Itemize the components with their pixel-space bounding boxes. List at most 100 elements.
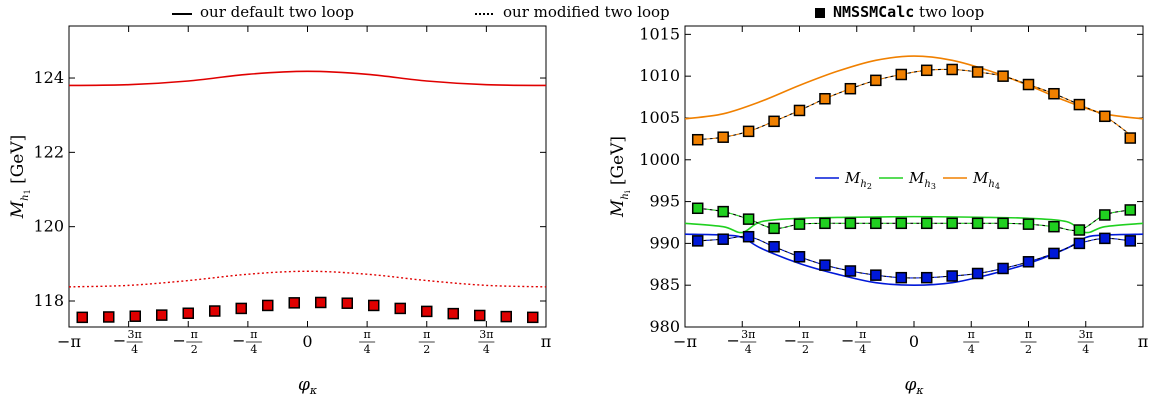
marker-2-6-6 [844,265,857,277]
marker-2-7-2 [742,213,755,225]
x-tick-label-2-6: π2 [1020,328,1037,356]
x-tick-label-2-1: −3π 4 [727,328,757,356]
marker-2-8-2 [742,125,755,138]
marker-1-2-17 [527,311,539,324]
legend-square-marker-icon [815,4,825,22]
svg-text:3π: 3π [479,328,493,341]
y-tick-label-1-2: 122 [33,142,64,161]
y-axis-label-2: Mhi [GeV] [608,136,632,218]
series-line-color-2-4 [697,207,1131,232]
marker-2-6-13 [1022,256,1035,268]
marker-2-7-14 [1048,220,1060,233]
marker-1-2-13 [421,305,433,318]
plot-area-2 [685,55,1143,286]
legend-modified-label: our modified two loop [503,3,670,21]
svg-text:−: − [841,331,854,350]
x-tick-label-1-5: π4 [359,328,376,356]
svg-text:π: π [1025,328,1032,341]
series-line-1-0 [69,70,546,87]
marker-2-6-1 [717,233,729,245]
y-tick-label-2-3: 995 [649,192,680,211]
legend-item-modified: our modified two loop [475,3,670,22]
top-legend: our default two loop our modified two lo… [0,0,1156,26]
marker-2-7-9 [920,217,933,230]
marker-2-6-16 [1099,232,1111,245]
x-tick-label-1-8: π [541,332,552,351]
svg-text:−π: −π [57,332,81,351]
series-line-2-5 [697,68,1131,141]
y-tick-label-2-0: 980 [649,317,680,336]
marker-1-2-15 [473,309,486,322]
y-axis-label-1: Mh1 [GeV] [8,135,32,220]
inline-legend-label-0: Mh2 [844,169,872,191]
marker-2-6-14 [1048,247,1060,260]
marker-2-8-15 [1073,98,1086,111]
marker-1-2-4 [182,307,194,320]
svg-text:3π: 3π [128,328,142,341]
marker-2-6-15 [1073,237,1086,250]
y-tick-label-2-7: 1015 [639,24,680,43]
marker-2-6-11 [971,267,984,280]
marker-2-6-10 [946,270,958,282]
svg-text:4: 4 [968,343,975,356]
series-line-2-4 [697,207,1131,232]
marker-2-8-3 [768,115,780,128]
marker-2-6-3 [768,240,780,253]
marker-2-8-17 [1124,132,1137,144]
marker-2-6-9 [920,271,933,284]
y-tick-label-2-4: 1000 [639,150,680,169]
marker-2-8-8 [895,68,908,81]
y-tick-label-2-6: 1010 [639,66,680,85]
marker-1-2-3 [155,309,168,321]
marker-2-8-11 [971,66,984,78]
svg-text:π: π [364,328,371,341]
marker-1-2-7 [262,299,274,312]
plot-area-1 [69,70,546,324]
marker-1-2-5 [209,305,221,317]
series-line-2-1 [685,215,1143,234]
svg-text:π: π [423,328,430,341]
x-tick-label-2-2: − π 2 [784,328,814,356]
x-tick-label-2-5: π4 [963,328,980,356]
inline-legend-label-1: Mh3 [908,169,936,191]
y-tick-label-2-2: 990 [649,233,680,252]
marker-1-2-12 [394,302,406,315]
svg-text:4: 4 [1082,343,1089,356]
legend-item-default: our default two loop [172,3,354,22]
marker-2-7-3 [768,222,780,235]
svg-text:π: π [968,328,975,341]
x-axis-label-1: φκ [298,375,318,397]
marker-1-2-16 [500,310,512,323]
marker-2-8-12 [997,70,1009,82]
x-tick-label-2-4: 0 [909,332,919,351]
inline-legend-label-2: Mh4 [972,169,1000,191]
marker-2-8-5 [819,92,831,105]
x-tick-label-1-6: π2 [418,328,435,356]
x-tick-label-2-8: π [1138,332,1149,351]
marker-1-2-0 [76,311,88,324]
marker-1-2-8 [288,297,301,309]
svg-text:−: − [232,331,245,350]
svg-text:−: − [784,331,797,350]
marker-2-7-6 [844,217,857,230]
marker-2-8-4 [793,104,806,117]
marker-1-2-2 [129,310,142,322]
svg-text:π: π [191,328,198,341]
marker-2-7-17 [1124,204,1137,216]
marker-2-7-16 [1099,209,1111,221]
legend-solid-line-icon [172,4,192,22]
marker-2-6-12 [997,262,1009,275]
series-line-color-2-5 [697,68,1131,141]
svg-text:π: π [802,328,809,341]
x-tick-label-1-1: −3π 4 [113,328,143,356]
svg-text:2: 2 [191,343,198,356]
x-tick-label-2-3: − π 4 [841,328,871,356]
svg-text:4: 4 [364,343,371,356]
svg-text:2: 2 [1025,343,1032,356]
x-tick-label-1-2: − π 2 [173,328,203,356]
marker-2-6-8 [895,271,908,284]
svg-text:0: 0 [909,332,919,351]
y-tick-label-2-1: 985 [649,275,680,294]
marker-2-6-17 [1124,235,1137,247]
marker-2-6-0 [691,235,704,247]
